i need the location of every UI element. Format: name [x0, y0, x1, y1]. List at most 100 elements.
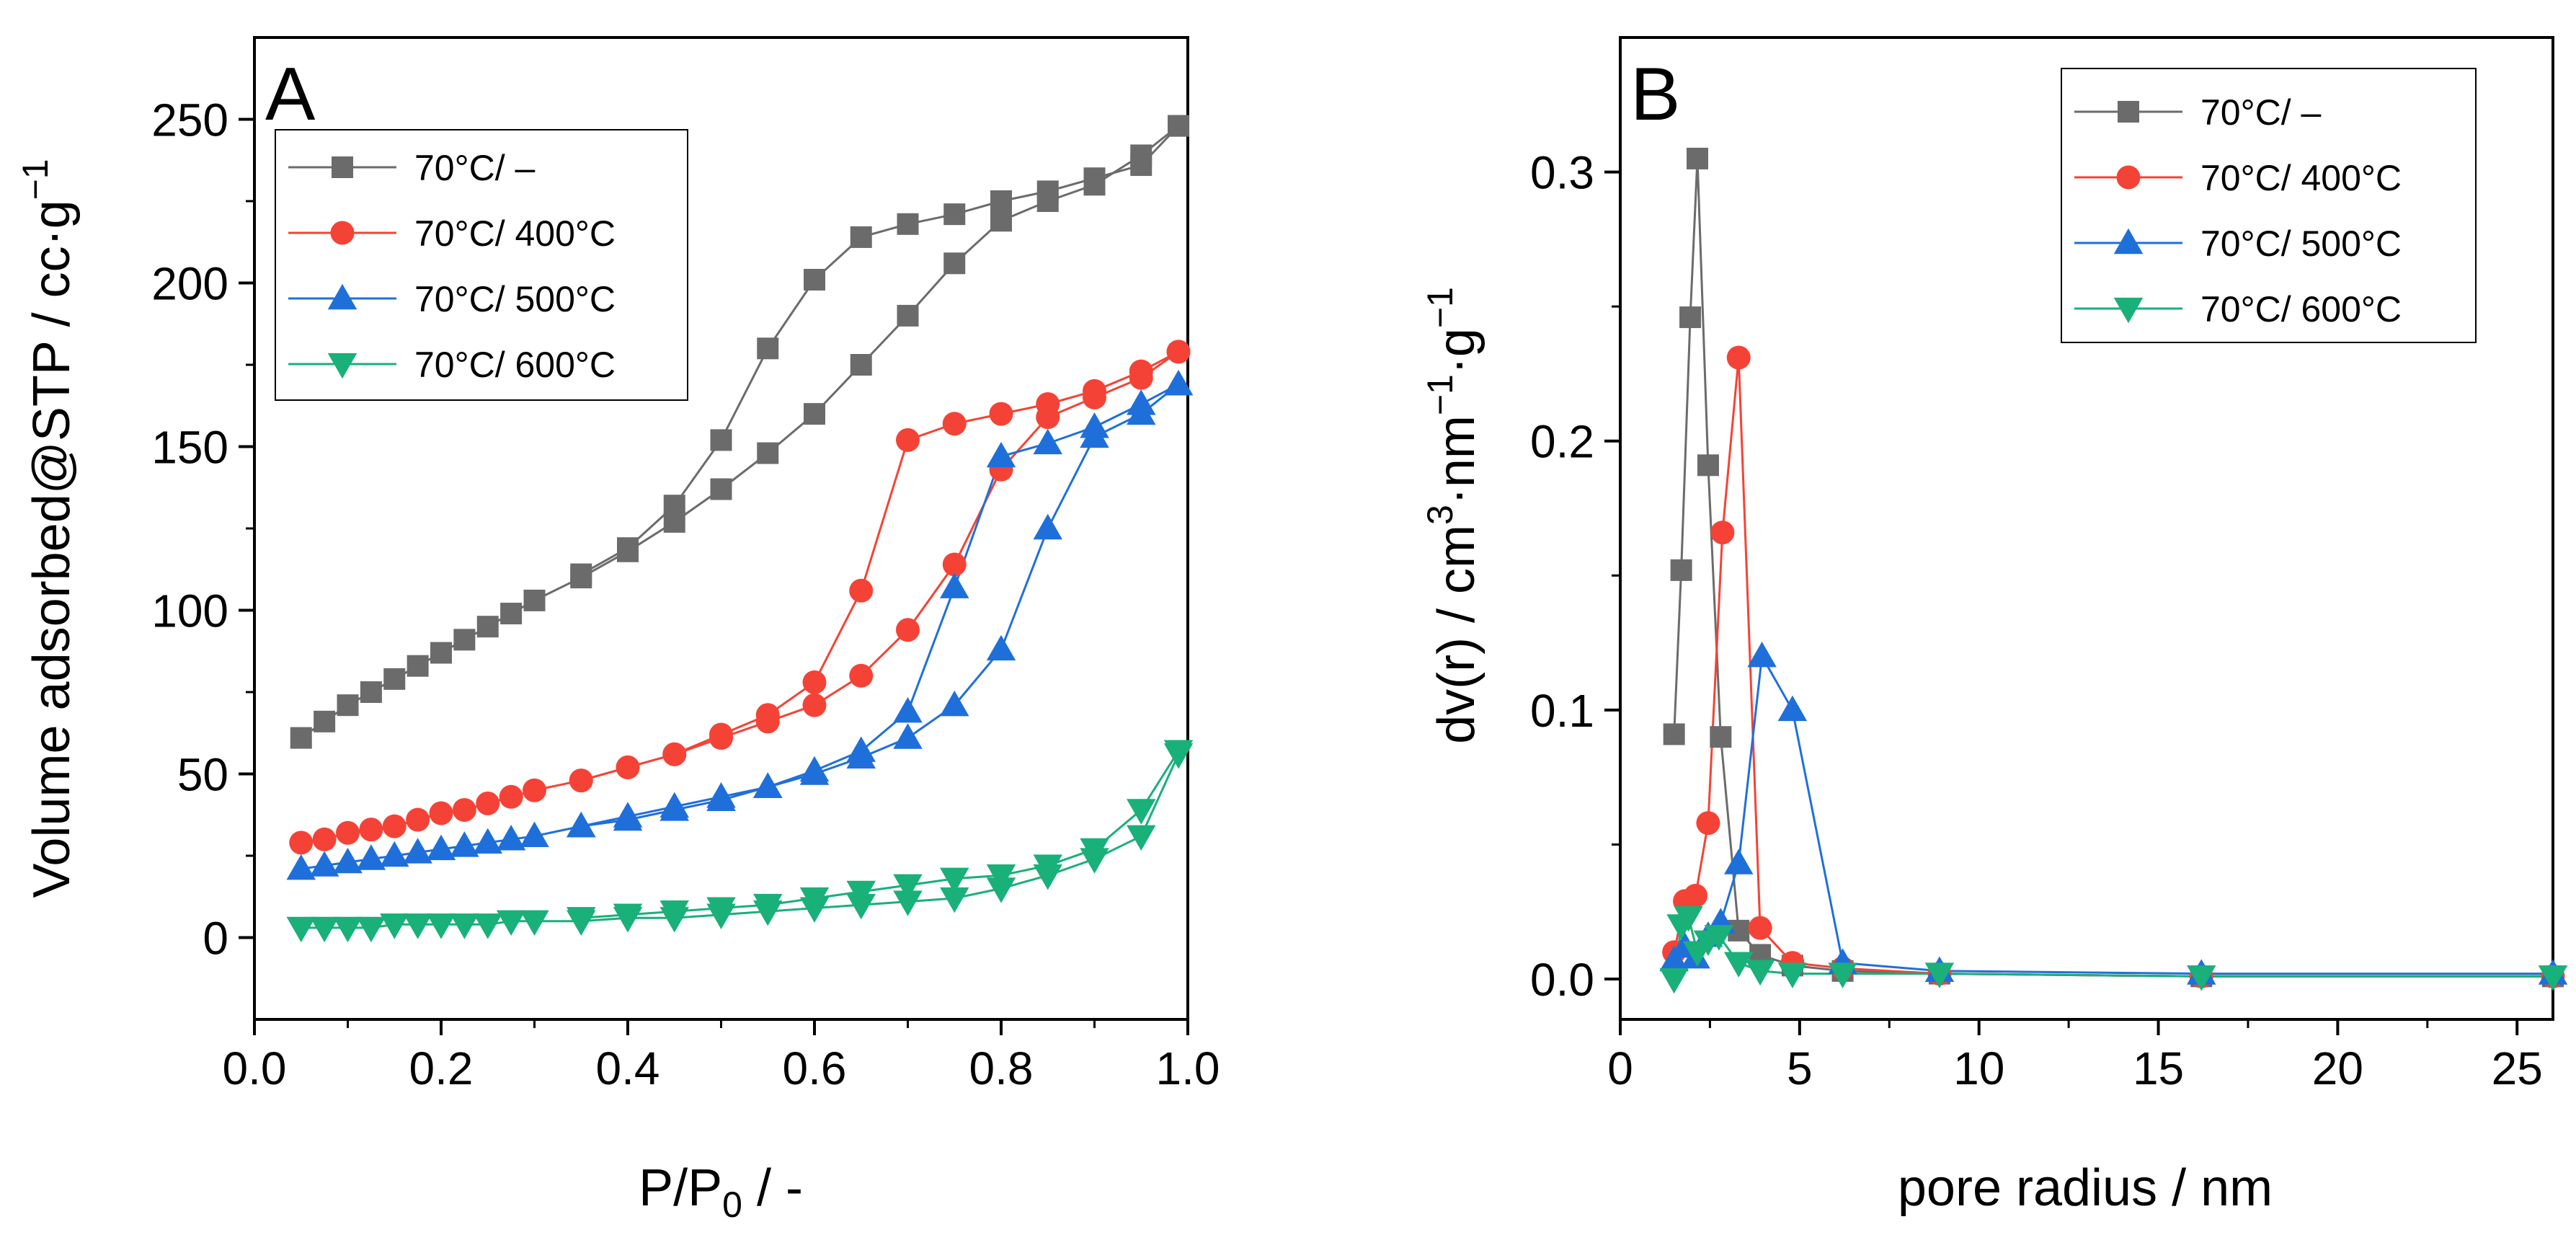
panel-b-legend-label-0: 70°C/ – [2200, 92, 2322, 133]
panel-a-series-1-adsorption-point [406, 807, 430, 832]
panel-a-legend-marker-1 [330, 221, 355, 245]
panel-b-legend-label-2: 70°C/ 500°C [2200, 223, 2402, 264]
panel-a-series-2-adsorption-point [333, 847, 363, 874]
panel-a-series-3-adsorption-point [496, 910, 526, 936]
panel-a-series-0-desorption-point [757, 337, 779, 360]
panel-a-series-2-adsorption-point [286, 854, 316, 880]
panel-a-series-1-desorption-point [1036, 391, 1060, 416]
panel-a-series-1-desorption-point [1083, 378, 1106, 403]
panel-a-series-3-desorption-point [613, 903, 643, 929]
panel-b-series-markers [1659, 147, 2568, 994]
panel-a-series-0-desorption-point [1130, 154, 1152, 177]
panel-b-x-tick-label: 25 [2492, 1042, 2543, 1094]
panel-a-series-0-desorption-point [617, 537, 639, 559]
panel-b-legend-label-3: 70°C/ 600°C [2200, 289, 2402, 329]
panel-b-series-1-points-point [1710, 521, 1735, 545]
panel-a-series-1-desorption-point [616, 755, 640, 779]
panel-a-series-0-desorption-point [1036, 180, 1059, 203]
panel-a-series-2-adsorption-point [496, 825, 526, 851]
panel-a-series-3-adsorption-point [520, 910, 549, 936]
panel-b-series-3-points-point [1674, 906, 1703, 932]
panel-a-series-0-desorption-point [1083, 167, 1106, 190]
panel-a-x-tick-label: 0.6 [783, 1042, 847, 1094]
panel-a-legend-marker-2 [327, 283, 357, 310]
panel-a-legend-marker-3 [327, 353, 357, 379]
panel-b-ticks: 0 5 10 15 20 25 0.0 0.1 0.2 0.3 [1530, 147, 2543, 1094]
panel-a-x-tick-label: 0.2 [409, 1042, 474, 1094]
panel-b-y-tick-label: 0.1 [1530, 685, 1594, 737]
panel-b-series-3-points-point [2187, 965, 2216, 991]
panel-b-series-3-points-point [1828, 962, 1857, 988]
panel-a-series-2-desorption-point [1127, 389, 1156, 415]
panel-a-series-2-desorption-point [940, 572, 969, 598]
panel-a-series-3-desorption-point [846, 880, 876, 907]
panel-a-series-1-adsorption-point [452, 797, 476, 822]
panel-a-series-1-adsorption-point [802, 693, 827, 717]
panel-a-x-tick-label: 0.0 [223, 1042, 287, 1094]
panel-a-series-3-desorption-point [1127, 799, 1156, 825]
panel-a-series-0-adsorption-point [360, 681, 382, 703]
panel-a-series-1-desorption-point [709, 722, 733, 747]
panel-b-series-2-points-point [1777, 695, 1808, 722]
panel-b-series-2-points-line [1673, 652, 2553, 975]
panel-a-series-1-adsorption-point [382, 814, 407, 838]
panel-a-series-0-adsorption-point [337, 694, 359, 717]
panel-a-series-0-adsorption-point [383, 668, 406, 690]
panel-b-series-1-points-point [1726, 345, 1751, 370]
panel-b-series-3-points-point [1745, 960, 1775, 986]
panel-a-series-2-desorption-point [799, 756, 830, 782]
panel-a-series-3-adsorption-point [986, 877, 1016, 903]
panel-b-legend-label-1: 70°C/ 400°C [2200, 158, 2402, 198]
panel-a-series-0-adsorption-point [897, 304, 919, 327]
panel-a-series-1-adsorption-point [312, 827, 337, 851]
panel-a-y-tick-label: 250 [151, 94, 228, 146]
panel-a-series-1-adsorption-point [476, 791, 500, 815]
panel-b-series-0-points-point [1679, 306, 1702, 329]
panel-a-series-2-desorption-point [846, 736, 876, 762]
panel-a-series-3-adsorption-point [940, 887, 969, 913]
panel-a-legend-marker-0 [332, 156, 353, 178]
panel-a-legend-label-3: 70°C/ 600°C [414, 345, 616, 385]
panel-a-series-0-desorption-point [943, 203, 966, 226]
panel-a-series-2-adsorption-point [473, 828, 502, 854]
panel-a-series-2-desorption-point [567, 811, 596, 838]
panel-b-series-3-points-point [1704, 925, 1734, 951]
panel-a-series-3-desorption-point [567, 907, 596, 933]
panel-b-y-tick-label: 0.0 [1530, 954, 1594, 1006]
panel-b-series-1-points-point [1684, 883, 1708, 908]
panel-a-series-0-adsorption-point [476, 616, 499, 638]
panel-a-series-3-desorption-point [940, 867, 969, 894]
panel-a-legend: 70°C/ – 70°C/ 400°C 70°C/ 500°C 70°C/ 600°C [275, 129, 688, 401]
panel-a-series-2-desorption-point [986, 441, 1016, 468]
panel-a-series-1-adsorption-point [849, 663, 874, 688]
panel-a-series-0-adsorption-point [523, 589, 546, 611]
panel-a-series-2-adsorption-point [380, 841, 409, 867]
panel-a-series-3-adsorption-point [846, 893, 876, 920]
panel-a-series-1-adsorption-point [429, 801, 453, 825]
panel-a-series-2-desorption-point [1080, 412, 1109, 438]
panel-b-x-tick-label: 20 [2312, 1042, 2363, 1094]
panel-a-legend-label-0: 70°C/ – [414, 148, 536, 188]
panel-b-x-tick-label: 0 [1607, 1042, 1633, 1094]
panel-b-series-0-points-point [1670, 559, 1692, 581]
panel-a-series-1-desorption-point [989, 402, 1013, 426]
panel-a-series-3-adsorption-point [286, 916, 316, 943]
panel-a-series-3-adsorption-point [426, 913, 456, 939]
panel-a-series-0-adsorption-point [804, 403, 825, 425]
panel-a-legend-label-2: 70°C/ 500°C [414, 279, 616, 319]
panel-a-series-0-adsorption-point [453, 629, 476, 651]
panel-a-series-2-desorption-point [659, 792, 689, 818]
panel-b-legend: 70°C/ – 70°C/ 400°C 70°C/ 500°C 70°C/ 600°C [2061, 68, 2477, 343]
panel-b-legend-marker-3 [2113, 297, 2144, 324]
panel-a-series-2-adsorption-point [520, 821, 549, 847]
panel-a-ticks: 0.0 0.2 0.4 0.6 0.8 1.0 0 50 100 150 200 250 [151, 94, 1220, 1095]
panel-a-series-3-desorption-line [581, 750, 1180, 919]
panel-b-series-3-points-point [2538, 965, 2568, 991]
panel-a-series-0-adsorption-point [990, 210, 1012, 232]
panel-a-series-1-desorption-line [580, 350, 1179, 782]
panel-a-series-2-adsorption-line [301, 384, 1179, 870]
panel-b-series-0-points-point [1687, 147, 1709, 169]
panel-a-series-markers [286, 115, 1194, 943]
panel-a-series-3-desorption-point [1033, 854, 1062, 880]
panel-a-series-1-desorption-point [662, 742, 687, 766]
